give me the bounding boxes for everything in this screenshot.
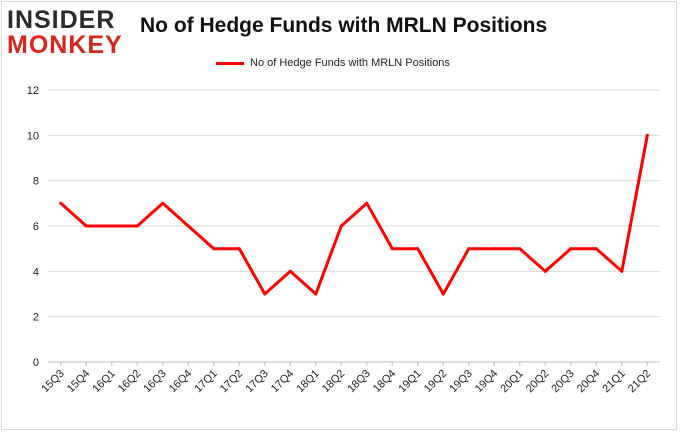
x-tick-label-17Q2: 17Q2 (218, 368, 246, 396)
data-point-20Q4 (594, 247, 598, 251)
insider-monkey-logo: INSIDER MONKEY (7, 6, 127, 59)
data-point-15Q3 (59, 201, 63, 205)
x-tick-label-20Q1: 20Q1 (498, 368, 526, 396)
logo-text-monkey: MONKEY (7, 31, 123, 59)
x-tick-label-15Q3: 15Q3 (39, 368, 67, 396)
x-tick-label-20Q3: 20Q3 (549, 368, 577, 396)
x-tick-label-16Q1: 16Q1 (90, 368, 118, 396)
data-point-17Q3 (263, 292, 267, 296)
data-point-17Q4 (288, 269, 292, 273)
x-tick-label-19Q3: 19Q3 (447, 368, 475, 396)
chart-legend: No of Hedge Funds with MRLN Positions (216, 55, 450, 71)
x-tick-label-18Q1: 18Q1 (294, 368, 322, 396)
data-point-18Q4 (390, 247, 394, 251)
data-point-17Q2 (237, 247, 241, 251)
x-tick-label-17Q4: 17Q4 (269, 368, 297, 396)
data-point-16Q2 (135, 224, 139, 228)
data-point-18Q2 (339, 224, 343, 228)
data-point-16Q3 (161, 201, 165, 205)
x-tick-label-17Q3: 17Q3 (243, 368, 271, 396)
data-point-20Q2 (543, 269, 547, 273)
data-point-19Q4 (492, 247, 496, 251)
legend-swatch (216, 61, 244, 65)
data-point-21Q1 (620, 269, 624, 273)
x-tick-label-16Q3: 16Q3 (141, 368, 169, 396)
y-tick-label-10: 10 (27, 130, 39, 142)
x-tick-label-20Q2: 20Q2 (524, 368, 552, 396)
data-point-17Q1 (212, 247, 216, 251)
logo-text-insider: INSIDER (7, 6, 116, 34)
x-tick-label-19Q2: 19Q2 (422, 368, 450, 396)
y-tick-label-4: 4 (33, 266, 39, 278)
x-tick-label-16Q4: 16Q4 (167, 368, 195, 396)
data-point-16Q1 (110, 224, 114, 228)
data-point-16Q4 (186, 224, 190, 228)
data-point-15Q4 (84, 224, 88, 228)
x-tick-label-19Q4: 19Q4 (473, 368, 501, 396)
x-tick-label-15Q4: 15Q4 (65, 368, 93, 396)
data-point-18Q3 (365, 201, 369, 205)
y-tick-label-0: 0 (33, 357, 39, 369)
data-point-20Q1 (518, 247, 522, 251)
y-tick-label-12: 12 (27, 85, 39, 97)
x-tick-label-18Q2: 18Q2 (320, 368, 348, 396)
data-point-21Q2 (645, 133, 649, 137)
x-tick-label-20Q4: 20Q4 (575, 368, 603, 396)
data-point-19Q1 (416, 247, 420, 251)
x-tick-label-21Q2: 21Q2 (626, 368, 654, 396)
legend-label: No of Hedge Funds with MRLN Positions (250, 57, 450, 69)
y-tick-label-8: 8 (33, 176, 39, 188)
data-point-19Q3 (467, 247, 471, 251)
data-point-18Q1 (314, 292, 318, 296)
x-tick-label-21Q1: 21Q1 (600, 368, 628, 396)
data-point-19Q2 (441, 292, 445, 296)
y-tick-label-6: 6 (33, 221, 39, 233)
chart-title: No of Hedge Funds with MRLN Positions (140, 14, 548, 37)
series-line-mrln (59, 133, 649, 296)
x-tick-label-18Q4: 18Q4 (371, 368, 399, 396)
x-tick-label-17Q1: 17Q1 (192, 368, 220, 396)
data-point-20Q3 (569, 247, 573, 251)
x-tick-label-18Q3: 18Q3 (345, 368, 373, 396)
x-tick-label-19Q1: 19Q1 (396, 368, 424, 396)
y-tick-label-2: 2 (33, 312, 39, 324)
x-tick-label-16Q2: 16Q2 (116, 368, 144, 396)
